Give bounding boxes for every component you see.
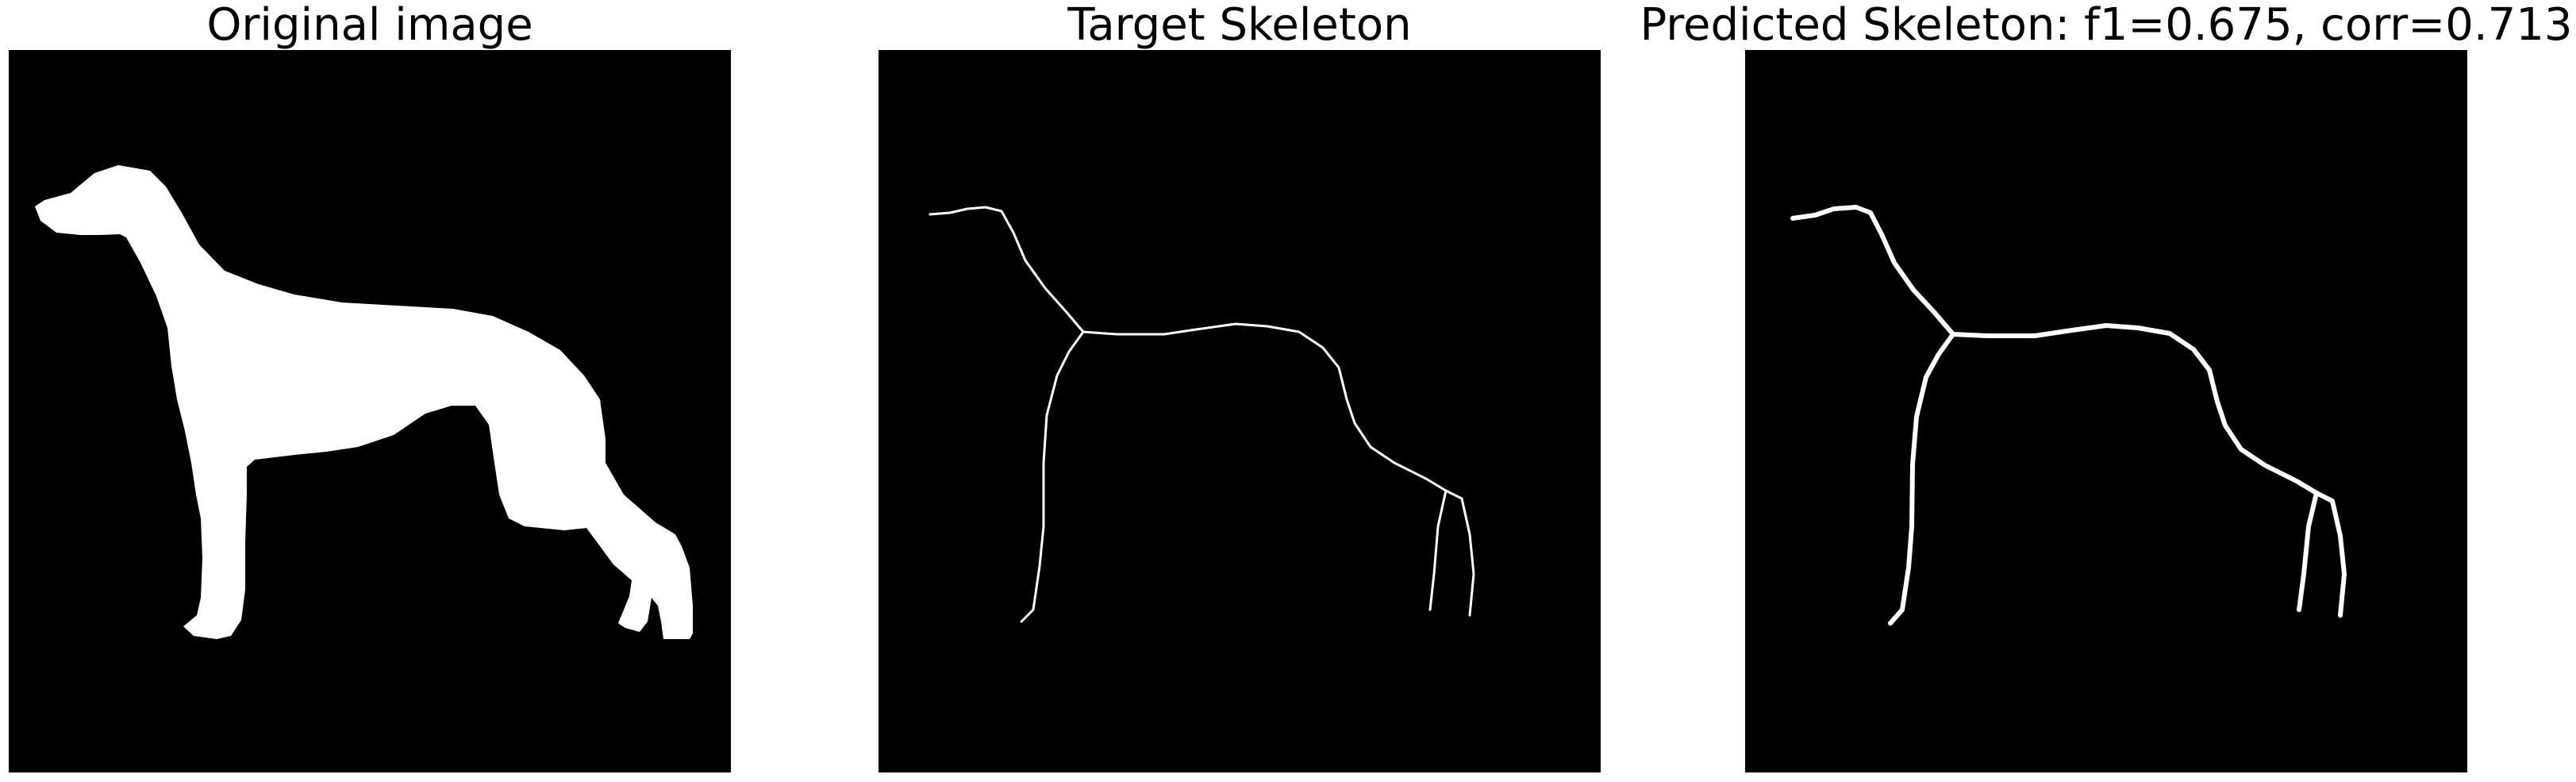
skeleton-hind-leg-right-path	[1444, 489, 1475, 617]
skeleton-head-neck-path	[929, 206, 1085, 333]
predicted-skeleton-image	[1745, 50, 2467, 772]
original-image	[9, 50, 731, 772]
predicted-head-neck-path	[1790, 205, 1955, 337]
skeleton-front-leg-path	[1020, 330, 1085, 623]
skeleton-hind-leg-left-path	[1428, 489, 1448, 611]
panel-title-target: Target Skeleton	[1067, 0, 1412, 51]
predicted-hind-leg-left-path	[2297, 491, 2319, 612]
panel-title-original: Original image	[206, 0, 533, 51]
predicted-spine-path	[1951, 323, 2319, 495]
dog-silhouette	[35, 165, 693, 639]
panel-title-predicted: Predicted Skeleton: f1=0.675, corr=0.713	[1640, 0, 2573, 51]
target-skeleton	[929, 206, 1475, 623]
target-skeleton-image	[879, 50, 1601, 772]
dog-body-silhouette	[35, 165, 693, 639]
predicted-front-leg-path	[1888, 332, 1955, 626]
skeleton-spine-path	[1082, 322, 1448, 492]
predicted-hind-leg-right-path	[2314, 491, 2347, 618]
predicted-skeleton	[1790, 205, 2347, 626]
